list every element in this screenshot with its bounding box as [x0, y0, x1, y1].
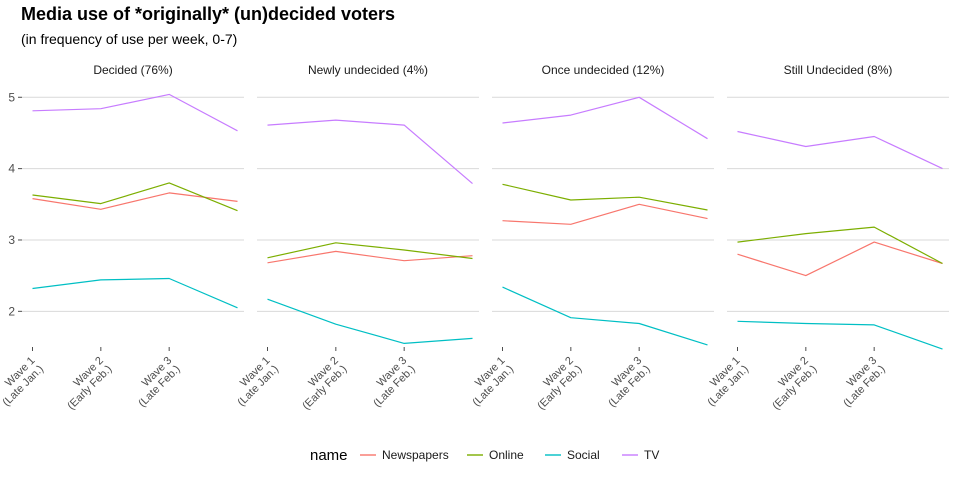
series-line-tv [737, 130, 943, 170]
facet-strip-label: Still Undecided (8%) [784, 63, 893, 77]
y-axis: 2 3 4 5 [8, 90, 22, 318]
series-line-tv [267, 119, 473, 185]
facet-panels: Decided (76%)Wave 1(Late Jan.) Wave 2(Ear… [0, 63, 949, 412]
legend-label-tv: TV [644, 448, 659, 462]
legend-label-online: Online [489, 448, 524, 462]
facet-panel-2: Newly undecided (4%)Wave 1(Late Jan.) Wav… [227, 63, 479, 413]
legend-title: name [310, 447, 348, 464]
x-tick-label: Wave 3(Late Feb.) [363, 355, 418, 410]
series-line-newspapers [737, 241, 943, 277]
x-tick-label: Wave 1(Late Jan.) [227, 355, 281, 409]
chart-title: Media use of *originally* (un)decided vo… [21, 4, 396, 24]
series-line-social [502, 286, 708, 346]
x-tick-label: Wave 1(Late Jan.) [697, 355, 751, 409]
series-line-online [267, 242, 473, 260]
x-tick-label: Wave 1(Late Jan.) [462, 355, 516, 409]
legend-label-newspapers: Newspapers [382, 448, 449, 462]
x-tick-label: Wave 3(Late Feb.) [598, 355, 653, 410]
y-tick-label: 3 [8, 233, 15, 247]
series-line-tv [502, 96, 708, 140]
series-line-newspapers [32, 192, 238, 210]
series-line-newspapers [267, 250, 473, 264]
series-line-social [737, 320, 943, 350]
legend: name Newspapers Online Social TV [310, 447, 659, 464]
x-tick-label: Wave 2(Early Feb.) [762, 355, 820, 413]
legend-label-social: Social [567, 448, 600, 462]
x-tick-label: Wave 2(Early Feb.) [527, 355, 585, 413]
series-line-online [737, 226, 943, 265]
x-tick-label: Wave 2(Early Feb.) [292, 355, 350, 413]
x-tick-label: Wave 2(Early Feb.) [57, 355, 115, 413]
x-tick-label: Wave 1(Late Jan.) [0, 355, 46, 409]
series-line-newspapers [502, 203, 708, 225]
facet-strip-label: Once undecided (12%) [542, 63, 665, 77]
series-line-social [32, 277, 238, 309]
y-tick-label: 5 [8, 90, 15, 104]
facet-strip-label: Decided (76%) [93, 63, 172, 77]
y-tick-label: 2 [8, 304, 15, 318]
series-line-online [32, 182, 238, 212]
series-line-social [267, 298, 473, 344]
x-tick-label: Wave 3(Late Feb.) [128, 355, 183, 410]
facet-panel-1: Decided (76%) Wave 1(Late Jan.) Wave 2(Ear… [0, 63, 244, 412]
facet-strip-label: Newly undecided (4%) [308, 63, 428, 77]
x-tick-label: Wave 3(Late Feb.) [833, 355, 888, 410]
facet-panel-3: Once undecided (12%)Wave 1(Late Jan.) Wav… [462, 63, 714, 413]
series-line-tv [32, 93, 238, 132]
series-line-online [502, 183, 708, 211]
y-tick-label: 4 [8, 162, 15, 176]
facet-panel-4: Still Undecided (8%)Wave 1(Late Jan.) Wav… [697, 63, 949, 413]
chart-subtitle: (in frequency of use per week, 0-7) [21, 31, 238, 47]
